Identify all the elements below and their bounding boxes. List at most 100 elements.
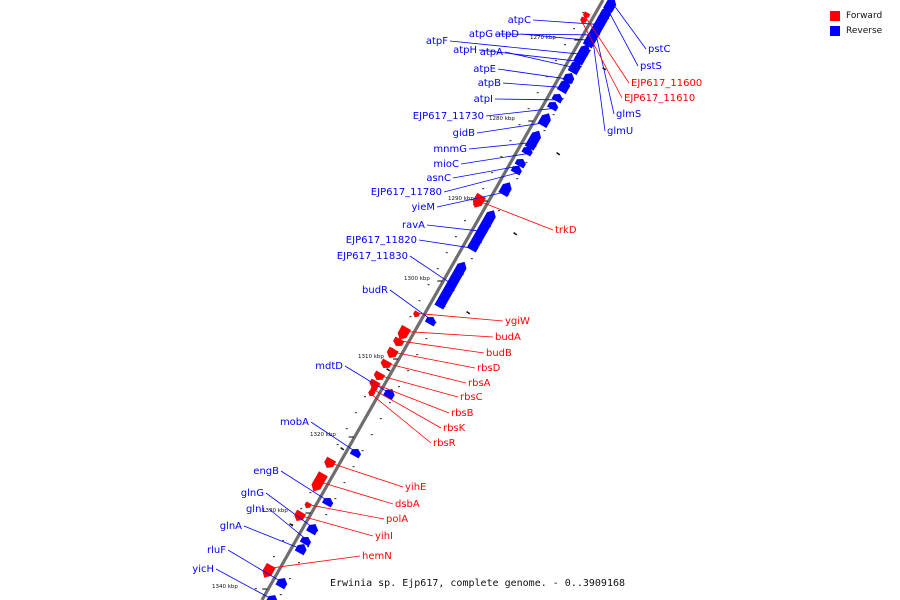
gene-leader-EJP617_11780 [443, 171, 522, 193]
gene-label-pstC[interactable]: pstC [648, 44, 670, 55]
gene-label-gidB[interactable]: gidB [453, 128, 475, 139]
gene-feature-ygiW[interactable] [413, 310, 421, 318]
minor-tick [561, 98, 564, 100]
gene-label-yihE[interactable]: yihE [405, 482, 426, 493]
minor-tick [416, 354, 419, 356]
gene-label-EJP617_11830[interactable]: EJP617_11830 [337, 251, 408, 262]
gene-label-rbsR[interactable]: rbsR [433, 438, 456, 449]
gene-label-atpF[interactable]: atpF [426, 36, 448, 47]
gene-label-mobA[interactable]: mobA [280, 417, 309, 428]
minor-tick [370, 434, 373, 436]
gene-label-glnL[interactable]: glnL [246, 504, 267, 515]
label-line-group [215, 6, 647, 600]
gene-label-EJP617_11610[interactable]: EJP617_11610 [624, 93, 695, 104]
gene-feature-pstS[interactable] [599, 7, 612, 20]
gene-feature-hemN[interactable] [262, 562, 276, 578]
gene-feature-EJP617_11730[interactable] [546, 101, 559, 112]
gene-leader-yieM [436, 190, 511, 208]
reverse-swatch [830, 25, 840, 36]
gene-label-asnC[interactable]: asnC [426, 173, 451, 184]
gene-feature-atpB[interactable] [556, 79, 571, 95]
gene-label-rbsA[interactable]: rbsA [468, 378, 491, 389]
tick-group: 1270 kbp 1280 kbp 1290 kbp 1300 kbp 1310 kbp… [212, 12, 610, 596]
gene-leader-pstS [610, 14, 639, 67]
gene-label-atpD[interactable]: atpD [495, 29, 519, 40]
gene-label-atpH[interactable]: atpH [453, 45, 477, 56]
genome-caption: Erwinia sp. Ejp617, complete genome. - 0… [330, 578, 626, 589]
gene-label-mnmG[interactable]: mnmG [433, 144, 467, 155]
gene-label-budA[interactable]: budA [495, 332, 521, 343]
gene-feature-budB[interactable] [392, 336, 405, 347]
gene-feature-mnmG[interactable] [524, 130, 542, 151]
gene-label-rbsC[interactable]: rbsC [460, 392, 483, 403]
gene-feature-yieM[interactable] [498, 182, 512, 198]
gene-label-atpC[interactable]: atpC [508, 15, 531, 26]
gene-leader-polA [304, 503, 385, 520]
gene-label-trkD[interactable]: trkD [555, 225, 577, 236]
gene-label-EJP617_11600[interactable]: EJP617_11600 [631, 78, 702, 89]
tick-label: 1300 kbp [404, 276, 430, 282]
gene-label-mdtD[interactable]: mdtD [315, 361, 343, 372]
gene-label-dsbA[interactable]: dsbA [395, 499, 420, 510]
minor-tick [288, 578, 291, 580]
gene-label-rluF[interactable]: rluF [207, 545, 226, 556]
legend-forward: Forward [830, 8, 890, 23]
gene-label-rbsD[interactable]: rbsD [477, 363, 501, 374]
tick-label: 1290 kbp [448, 196, 474, 202]
gene-label-pstS[interactable]: pstS [640, 61, 662, 72]
gene-feature-mobA[interactable] [349, 448, 362, 459]
gene-feature-gidB[interactable] [537, 113, 552, 129]
minor-tick [425, 338, 428, 340]
feature-dash [289, 523, 294, 527]
gene-leader-rbsD [387, 350, 476, 369]
gene-label-mioC[interactable]: mioC [433, 159, 459, 170]
gene-feature-yihE[interactable] [324, 456, 337, 469]
gene-leader-hemN [263, 555, 361, 570]
minor-tick [300, 508, 303, 510]
gene-label-yieM[interactable]: yieM [412, 202, 435, 213]
gene-label-rbsK[interactable]: rbsK [443, 423, 466, 434]
gene-label-yicH[interactable]: yicH [192, 564, 214, 575]
gene-label-glnG[interactable]: glnG [241, 488, 264, 499]
gene-leader-mobA [310, 421, 361, 456]
gene-feature-yicH[interactable] [266, 594, 278, 600]
gene-feature-glnA[interactable] [294, 543, 307, 556]
gene-label-rbsB[interactable]: rbsB [451, 408, 474, 419]
minor-tick [491, 172, 494, 174]
gene-label-atpI[interactable]: atpI [474, 94, 493, 105]
gene-label-budB[interactable]: budB [486, 348, 512, 359]
gene-label-hemN[interactable]: hemN [362, 551, 392, 562]
gene-label-atpA[interactable]: atpA [480, 47, 503, 58]
minor-tick [343, 482, 346, 484]
gene-feature-rbsR[interactable] [368, 389, 376, 397]
minor-tick [573, 28, 576, 30]
gene-label-budR[interactable]: budR [362, 285, 388, 296]
gene-feature-trkD[interactable] [472, 192, 487, 208]
gene-label-polA[interactable]: polA [386, 514, 408, 525]
minor-tick [418, 300, 421, 302]
gene-label-ygiW[interactable]: ygiW [505, 316, 530, 327]
gene-label-ravA[interactable]: ravA [402, 220, 425, 231]
gene-label-atpG[interactable]: atpG [469, 29, 493, 40]
gene-label-glnA[interactable]: glnA [220, 521, 242, 532]
gene-feature-engB[interactable] [321, 497, 334, 508]
gene-feature-EJP617_11830[interactable] [434, 261, 467, 310]
minor-tick [463, 220, 466, 222]
minor-tick [307, 546, 310, 548]
gene-label-glmS[interactable]: glmS [616, 109, 641, 120]
minor-tick [363, 396, 366, 398]
gene-label-atpB[interactable]: atpB [478, 78, 501, 89]
gene-label-atpE[interactable]: atpE [473, 64, 496, 75]
gene-label-yihI[interactable]: yihI [375, 531, 393, 542]
gene-label-EJP617_11780[interactable]: EJP617_11780 [371, 187, 442, 198]
gene-label-engB[interactable]: engB [253, 466, 279, 477]
gene-label-EJP617_11820[interactable]: EJP617_11820 [346, 235, 417, 246]
gene-label-group: atpC atpG atpD atpF atpH atpA atpE atpB atpI EJP6… [192, 15, 702, 575]
gene-leader-atpD [520, 33, 596, 42]
gene-label-EJP617_11730[interactable]: EJP617_11730 [413, 111, 484, 122]
gene-feature-budA[interactable] [397, 324, 412, 340]
gene-feature-dsbA[interactable] [311, 471, 328, 492]
gene-feature-atpI[interactable] [551, 93, 563, 104]
gene-label-glmU[interactable]: glmU [607, 126, 633, 137]
gene-leader-yihI [294, 513, 374, 537]
